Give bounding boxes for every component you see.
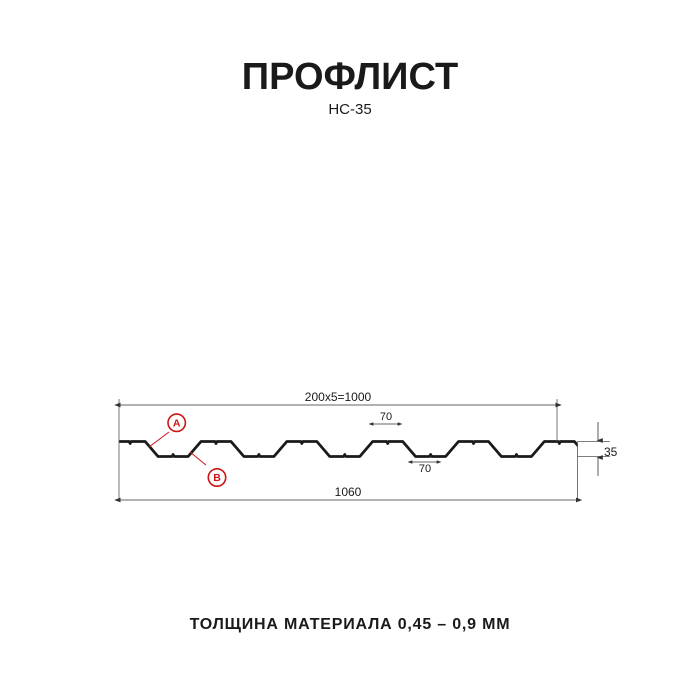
svg-text:1060: 1060 (335, 485, 362, 499)
svg-text:A: A (173, 417, 181, 429)
svg-text:B: B (213, 472, 221, 484)
svg-text:70: 70 (419, 463, 431, 475)
svg-text:35: 35 (604, 445, 618, 459)
svg-text:70: 70 (380, 411, 392, 423)
svg-text:200x5=1000: 200x5=1000 (305, 390, 372, 404)
